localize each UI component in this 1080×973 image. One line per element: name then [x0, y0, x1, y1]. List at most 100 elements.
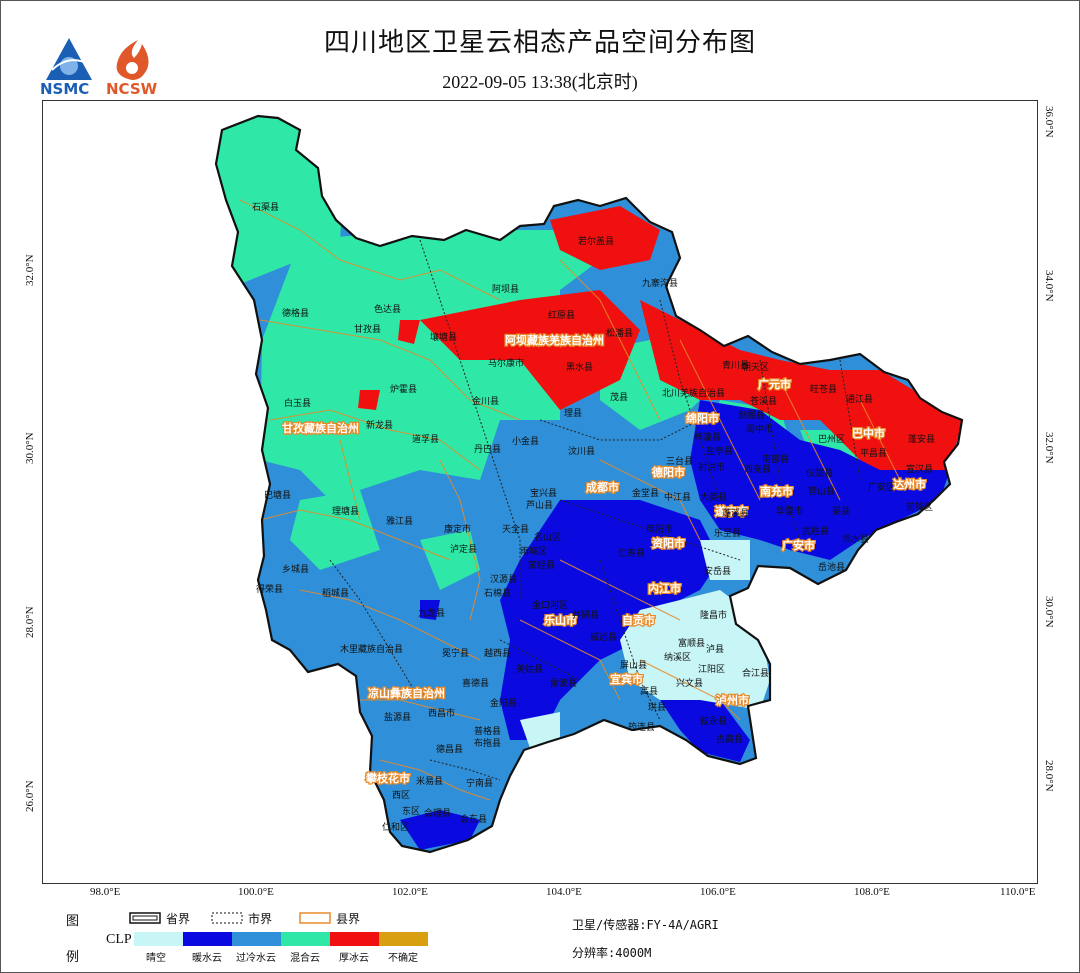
prefecture-label: 德阳市 — [651, 465, 685, 479]
prefecture-label: 资阳市 — [652, 536, 685, 550]
lat-tick-right: 32.0°N — [1043, 432, 1055, 464]
nsmc-logo — [46, 38, 92, 80]
lon-tick: 102.0°E — [392, 886, 428, 898]
lon-tick: 104.0°E — [546, 886, 582, 898]
county-label: 九寨沟县 — [642, 277, 678, 289]
county-label: 雨城区 — [520, 546, 547, 557]
county-label: 冕宁县 — [442, 647, 469, 659]
county-label: 会东县 — [460, 813, 487, 825]
county-label: 邻水县 — [842, 533, 869, 545]
county-label: 纳溪区 — [664, 651, 691, 663]
county-label: 简阳市 — [646, 523, 673, 535]
county-label: 汉源县 — [490, 574, 517, 585]
county-label: 广安区 — [868, 481, 895, 493]
county-label: 理县 — [564, 408, 582, 419]
county-label: 石渠县 — [252, 201, 279, 213]
legend-swatch-supercooled — [232, 932, 281, 946]
county-label: 宁南县 — [466, 777, 493, 789]
prefecture-label: 宜宾市 — [610, 672, 643, 686]
county-label: 中江县 — [664, 491, 691, 503]
county-label: 威远县 — [590, 631, 617, 643]
legend-swatch-uncertain — [379, 932, 428, 946]
county-label: 珙县 — [648, 701, 666, 713]
county-label: 三台县 — [666, 455, 693, 467]
legend-swatch-thick-ice — [330, 932, 379, 946]
lon-tick: 106.0°E — [700, 886, 736, 898]
legend-city-boundary: 市界 — [248, 912, 273, 926]
county-label: 理塘县 — [332, 505, 359, 517]
prefecture-label: 绵阳市 — [686, 411, 719, 425]
lat-tick-right: 30.0°N — [1043, 596, 1055, 628]
ncsw-logo — [116, 40, 149, 80]
prefecture-label: 攀枝花市 — [365, 771, 410, 785]
county-label: 前锋区 — [906, 501, 933, 513]
county-label: 德昌县 — [436, 743, 463, 755]
county-label: 屏山县 — [620, 660, 647, 671]
legend-class-label: 过冷水云 — [236, 953, 276, 964]
legend-swatch-mixed — [281, 932, 330, 946]
county-label: 泸县 — [706, 644, 724, 655]
county-label: 江阳区 — [698, 664, 725, 675]
lon-tick: 108.0°E — [854, 886, 890, 898]
county-label: 稻城县 — [322, 588, 349, 599]
prefecture-label: 巴中市 — [852, 426, 885, 440]
prefecture-label: 广元市 — [758, 377, 791, 391]
county-label: 宝兴县 — [530, 487, 557, 499]
lat-tick-right: 34.0°N — [1043, 270, 1055, 302]
lat-tick-right: 28.0°N — [1043, 760, 1055, 792]
legend-province-boundary: 省界 — [166, 912, 191, 926]
county-label: 阆中市 — [746, 423, 773, 435]
county-label: 布拖县 — [474, 737, 501, 749]
county-label: 乐至县 — [714, 527, 741, 539]
county-label: 蓬安县 — [908, 433, 935, 445]
county-label: 雷波县 — [550, 677, 577, 689]
legend-class-label: 晴空 — [146, 953, 166, 964]
county-label: 得荣县 — [256, 583, 283, 595]
county-label: 大英县 — [700, 491, 727, 503]
prefecture-label: 广安市 — [782, 538, 815, 552]
lon-tick: 110.0°E — [1000, 886, 1036, 898]
prefecture-label: 泸州市 — [716, 693, 749, 707]
county-label: 通江县 — [846, 394, 873, 405]
legend-class-label: 不确定 — [388, 953, 418, 964]
county-label: 若尔盖县 — [578, 235, 614, 247]
county-label: 越西县 — [484, 647, 511, 659]
county-label: 新龙县 — [366, 419, 393, 431]
county-label: 松潘县 — [606, 327, 633, 339]
county-label: 名山区 — [534, 531, 561, 543]
legend-class-label: 混合云 — [290, 953, 320, 964]
county-label: 剑阁县 — [738, 409, 765, 421]
county-label: 渠县 — [832, 505, 850, 517]
prefecture-label: 成都市 — [586, 480, 619, 494]
lat-tick-left: 28.0°N — [24, 606, 36, 638]
nsmc-logo-text: NSMC — [40, 80, 90, 98]
lat-tick-left: 30.0°N — [24, 432, 36, 464]
county-label: 南部县 — [762, 453, 789, 465]
county-label: 乡城县 — [282, 564, 309, 575]
map-title: 四川地区卫星云相态产品空间分布图 — [323, 28, 756, 58]
county-label: 北川羌族自治县 — [662, 387, 725, 399]
county-label: 小金县 — [512, 435, 539, 447]
county-label: 荥经县 — [528, 559, 555, 571]
county-label: 炉霍县 — [390, 383, 417, 395]
county-label: 普格县 — [474, 725, 501, 737]
county-label: 苍溪县 — [750, 395, 777, 407]
county-label: 武胜县 — [802, 525, 829, 537]
county-label: 西区 — [392, 790, 410, 801]
county-label: 岳池县 — [818, 561, 845, 573]
lat-tick-right: 36.0°N — [1043, 106, 1055, 138]
county-label: 道孚县 — [412, 433, 439, 445]
county-label: 白玉县 — [284, 397, 311, 409]
map-frame — [42, 100, 1038, 884]
county-label: 叙永县 — [700, 715, 727, 727]
county-label: 汶川县 — [568, 445, 595, 457]
county-label: 马尔康市 — [488, 357, 524, 369]
prefecture-label: 阿坝藏族羌族自治州 — [505, 333, 604, 347]
county-label: 黑水县 — [566, 361, 593, 373]
county-label: 西充县 — [744, 463, 771, 475]
prefecture-label: 乐山市 — [544, 613, 577, 627]
county-label: 宣汉县 — [906, 463, 933, 475]
county-label: 朝天区 — [742, 362, 769, 373]
county-label: 筠连县 — [628, 721, 655, 733]
